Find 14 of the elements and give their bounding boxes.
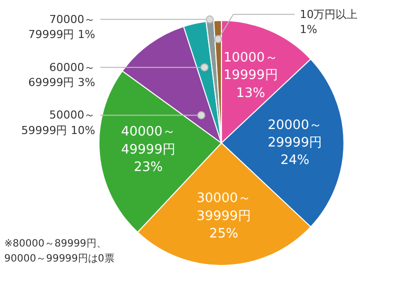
data-label: 24%	[280, 153, 310, 168]
slice-label: 10万円以上	[300, 8, 358, 21]
slice-label: 10000～19999円	[223, 50, 278, 84]
data-label: 25%	[209, 226, 238, 242]
text: ※80000～89999円、90000～99999円は0票	[4, 238, 114, 264]
slice-label: 20000～29999円	[268, 118, 322, 150]
slice-label: 30000～39999円	[196, 191, 251, 224]
slice-label: 50000～59999円 10%	[21, 108, 96, 137]
slice-label: 60000～69999円 3%	[28, 60, 96, 89]
slice-label: 40000～49999円	[121, 124, 176, 158]
data-label: 1%	[300, 23, 318, 36]
data-label: 23%	[134, 160, 163, 176]
data-label: 13%	[236, 86, 266, 101]
slice-label: 70000～79999円 1%	[28, 12, 96, 42]
